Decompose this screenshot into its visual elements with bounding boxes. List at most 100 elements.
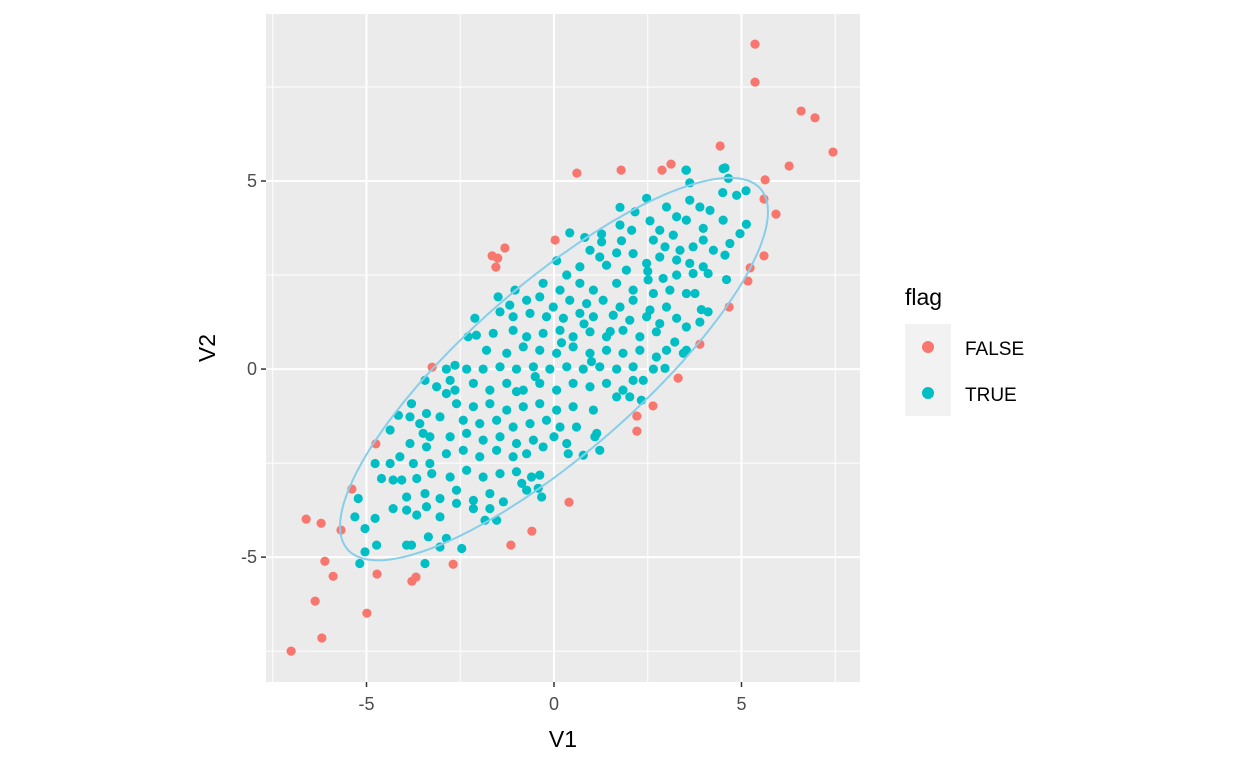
point-true — [541, 312, 552, 322]
point-true — [372, 540, 382, 550]
point-true — [590, 432, 600, 442]
point-false — [320, 556, 330, 566]
point-true — [555, 422, 565, 432]
legend-title: flag — [905, 284, 942, 310]
data-points — [286, 39, 838, 656]
point-true — [698, 235, 708, 245]
point-true — [470, 313, 480, 323]
point-true — [360, 547, 370, 557]
point-true — [402, 492, 412, 502]
point-true — [615, 302, 625, 312]
point-true — [435, 493, 445, 504]
point-true — [492, 445, 502, 455]
point-false — [750, 39, 760, 49]
point-false — [771, 209, 781, 219]
point-true — [588, 405, 598, 415]
point-false — [695, 339, 705, 349]
point-true — [698, 262, 708, 272]
point-true — [628, 375, 638, 385]
point-true — [625, 392, 635, 402]
point-false — [715, 141, 725, 151]
x-axis-ticks: -5 0 5 — [358, 682, 747, 714]
point-true — [522, 295, 532, 305]
point-true — [552, 348, 562, 358]
point-true — [588, 312, 598, 322]
point-true — [655, 225, 665, 235]
point-true — [370, 458, 380, 469]
point-true — [732, 190, 742, 200]
point-true — [688, 268, 698, 279]
point-true — [645, 216, 655, 226]
point-true — [642, 193, 652, 203]
point-true — [421, 502, 432, 512]
point-true — [612, 364, 622, 374]
point-false — [527, 526, 537, 536]
point-true — [502, 348, 512, 358]
point-true — [595, 445, 605, 455]
point-true — [376, 473, 387, 484]
point-false — [316, 518, 326, 528]
point-true — [705, 205, 715, 215]
point-true — [350, 512, 360, 522]
point-false — [491, 262, 501, 272]
point-true — [488, 328, 498, 338]
point-true — [397, 475, 407, 485]
point-true — [495, 307, 505, 317]
point-true — [648, 235, 658, 245]
x-axis-label: V1 — [549, 726, 577, 752]
point-true — [457, 543, 467, 554]
point-true — [628, 248, 638, 259]
point-true — [651, 352, 661, 362]
point-true — [530, 371, 540, 382]
point-true — [505, 300, 515, 310]
point-true — [558, 313, 568, 323]
point-true — [495, 469, 505, 479]
point-true — [585, 348, 595, 358]
point-true — [615, 220, 625, 230]
point-true — [725, 238, 735, 249]
point-true — [605, 326, 615, 337]
point-true — [568, 402, 578, 412]
point-true — [578, 364, 588, 374]
point-false — [759, 251, 769, 261]
point-true — [495, 432, 505, 442]
point-true — [425, 432, 435, 442]
point-true — [462, 364, 472, 374]
point-true — [545, 364, 555, 374]
legend: flag FALSE TRUE — [905, 284, 1024, 416]
point-true — [518, 342, 528, 352]
point-true — [628, 285, 638, 295]
point-false — [500, 243, 510, 253]
point-true — [672, 313, 682, 323]
point-true — [672, 255, 682, 265]
minor-gridlines — [266, 14, 860, 682]
point-true — [441, 364, 451, 374]
point-true — [495, 362, 505, 372]
point-true — [601, 345, 612, 355]
confidence-ellipse — [339, 176, 769, 562]
point-true — [525, 419, 535, 429]
point-false — [493, 253, 503, 263]
point-true — [468, 495, 478, 505]
point-true — [508, 312, 518, 322]
point-true — [408, 458, 418, 469]
point-true — [655, 252, 665, 262]
point-true — [462, 465, 472, 475]
point-true — [618, 348, 628, 358]
point-true — [508, 452, 518, 462]
point-true — [475, 419, 485, 429]
point-true — [670, 337, 680, 347]
x-tick-label: 5 — [736, 694, 746, 714]
point-true — [661, 345, 672, 355]
point-false — [317, 633, 327, 643]
point-true — [672, 212, 682, 222]
point-false — [632, 411, 642, 421]
point-true — [517, 478, 527, 489]
point-true — [537, 492, 547, 502]
point-true — [541, 415, 552, 425]
point-false — [411, 572, 421, 582]
point-true — [595, 362, 605, 372]
point-true — [621, 265, 631, 275]
point-true — [508, 325, 518, 335]
point-false — [632, 426, 642, 436]
